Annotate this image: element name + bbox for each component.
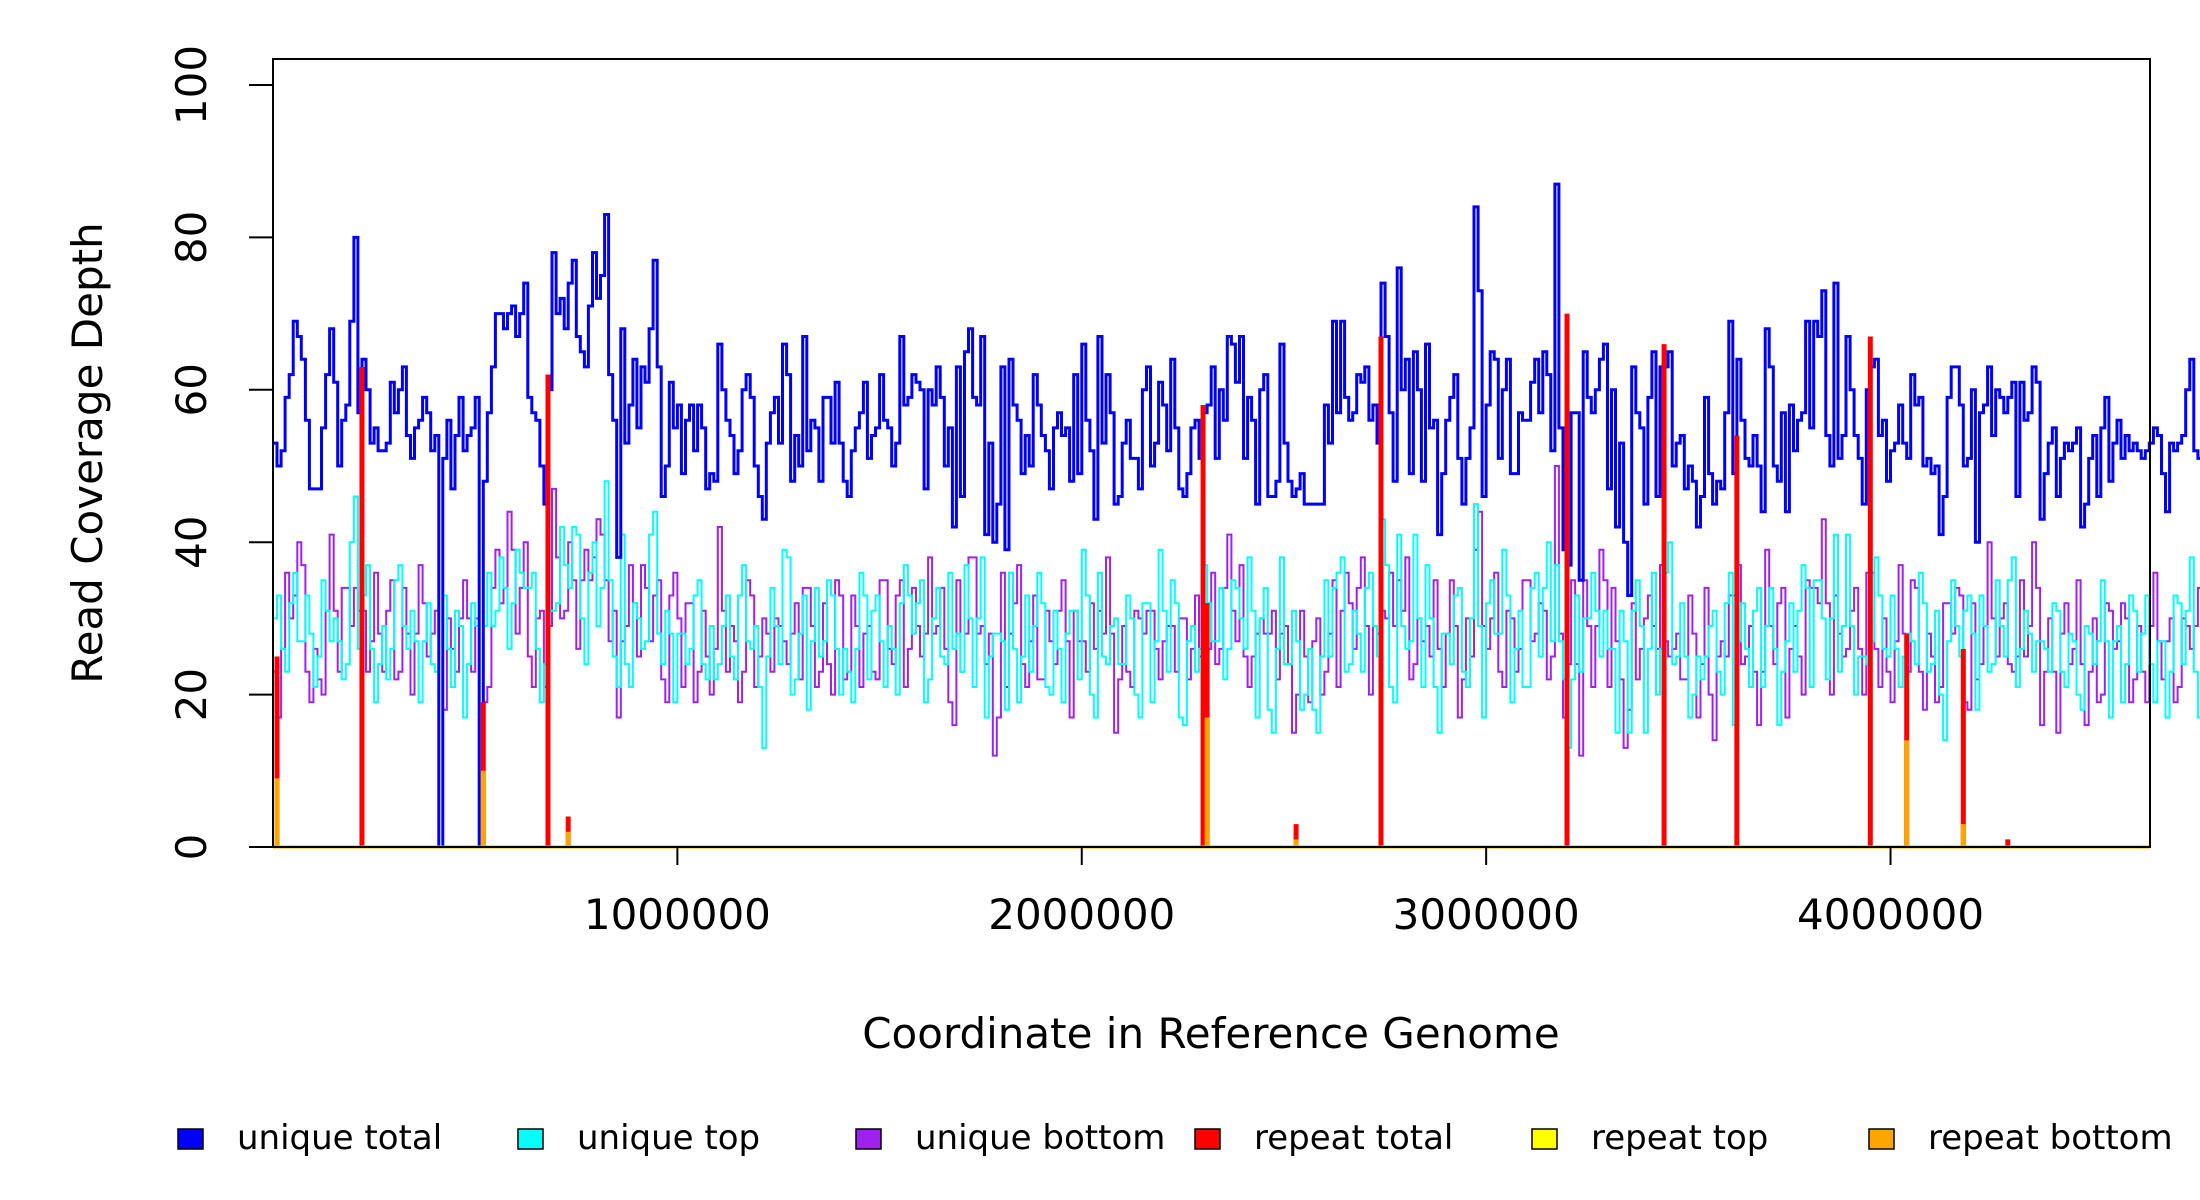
legend-swatch-3: [1194, 1128, 1221, 1150]
legend: unique total unique top unique bottom repea…: [177, 1118, 2173, 1158]
x-tick-label-1: 2000000: [988, 890, 1175, 939]
legend-label-1: unique top: [577, 1118, 760, 1158]
y-axis-label: Read Coverage Depth: [63, 222, 112, 683]
legend-label-2: unique bottom: [915, 1118, 1165, 1158]
x-tick-label-3: 4000000: [1797, 890, 1984, 939]
x-axis-label: Coordinate in Reference Genome: [862, 1009, 1560, 1058]
series-layer: [273, 182, 2200, 849]
y-tick-label-5: 100: [167, 45, 216, 125]
series-unique-total-line: [273, 182, 2200, 849]
series-unique-top-line: [273, 480, 2200, 848]
legend-swatch-1: [517, 1128, 544, 1150]
legend-label-3: repeat total: [1254, 1118, 1453, 1158]
legend-swatch-0: [177, 1128, 204, 1150]
y-tick-label-3: 60: [167, 363, 216, 416]
legend-label-4: repeat top: [1591, 1118, 1768, 1158]
legend-label-0: unique total: [237, 1118, 442, 1158]
y-tick-label-4: 80: [167, 211, 216, 264]
y-tick-label-0: 0: [167, 834, 216, 861]
legend-swatch-2: [855, 1128, 882, 1150]
y-tick-label-1: 20: [167, 668, 216, 721]
legend-swatch-4: [1531, 1128, 1558, 1150]
x-tick-label-2: 3000000: [1393, 890, 1580, 939]
y-axis: 0 20 40 60 80 100: [167, 45, 274, 861]
x-tick-label-0: 1000000: [584, 890, 771, 939]
legend-label-5: repeat bottom: [1928, 1118, 2173, 1158]
legend-swatch-5: [1868, 1128, 1895, 1150]
x-axis: 1000000 2000000 3000000 4000000: [584, 847, 1984, 939]
series-unique-bottom-line: [273, 465, 2200, 848]
y-tick-label-2: 40: [167, 515, 216, 568]
